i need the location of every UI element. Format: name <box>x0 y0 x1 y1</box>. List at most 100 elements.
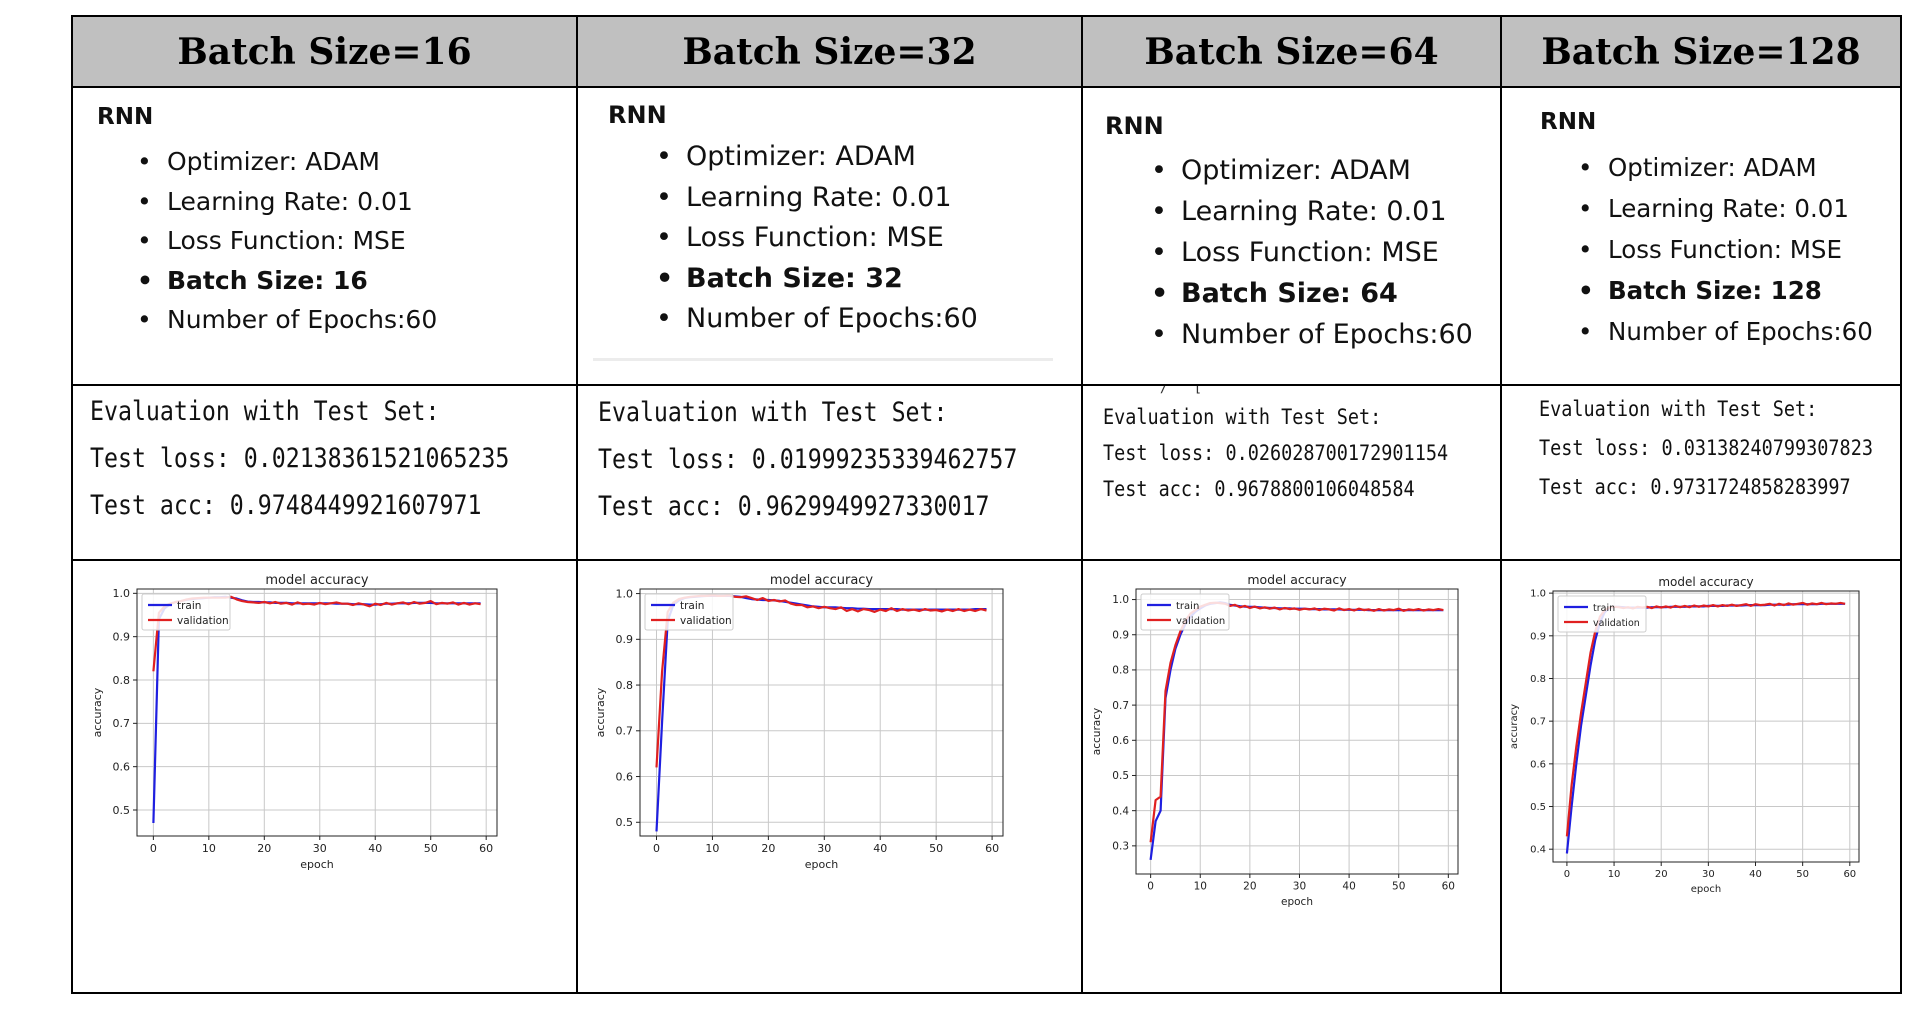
eval-test-acc: Test acc: 0.9748449921607971 <box>90 490 482 521</box>
x-tick-label: 30 <box>1293 881 1306 893</box>
param-list: Optimizer: ADAM Learning Rate: 0.01 Loss… <box>654 137 978 340</box>
x-tick-label: 20 <box>257 842 271 855</box>
train-legend-label: train <box>1176 601 1199 612</box>
params-cell-128: RNN Optimizer: ADAM Learning Rate: 0.01 … <box>1502 88 1902 386</box>
x-tick-label: 20 <box>1243 881 1256 893</box>
accuracy-chart-64: 0 10 20 30 40 50 60 0.3 0.4 0.5 0.6 0.7 0.8 0.9 1.0 mod… <box>1091 572 1459 908</box>
x-tick-label: 50 <box>1796 869 1809 880</box>
x-tick-label: 40 <box>1342 881 1355 893</box>
y-tick-label: 0.5 <box>113 804 131 817</box>
x-axis-label: epoch <box>1691 884 1721 895</box>
x-axis-label: epoch <box>1281 896 1313 908</box>
y-tick-label: 0.9 <box>1530 631 1546 642</box>
validation-legend-label: validation <box>680 615 732 627</box>
eval-test-loss: Test loss: 0.02138361521065235 <box>90 443 510 474</box>
param-epochs: Number of Epochs:60 <box>654 299 978 340</box>
x-tick-label: 60 <box>1843 869 1856 880</box>
x-tick-label: 40 <box>368 842 382 855</box>
y-tick-label: 0.9 <box>1112 629 1129 641</box>
eval-title: Evaluation with Test Set: <box>1103 405 1382 430</box>
y-tick-label: 0.8 <box>1530 674 1546 685</box>
y-tick-label: 1.0 <box>1530 589 1546 600</box>
param-optimizer: Optimizer: ADAM <box>135 142 437 182</box>
y-axis-label: accuracy <box>1509 704 1520 749</box>
legend: train validation <box>1140 593 1230 631</box>
eval-output: Evaluation with Test Set: Test loss: 0.0… <box>90 388 509 529</box>
train-line <box>152 595 481 824</box>
y-axis-label: accuracy <box>91 687 104 737</box>
x-tick-label: 50 <box>1392 881 1405 893</box>
x-tick-label: 10 <box>1194 881 1207 893</box>
param-learning-rate: Learning Rate: 0.01 <box>1149 191 1473 232</box>
results-table: Batch Size=16 Batch Size=32 Batch Size=6… <box>71 15 1902 994</box>
y-axis-label: accuracy <box>1091 708 1103 755</box>
plot-frame <box>639 588 1004 837</box>
x-tick-label: 60 <box>985 842 999 855</box>
param-optimizer: Optimizer: ADAM <box>1576 147 1873 188</box>
eval-test-loss: Test loss: 0.01999235339462757 <box>598 444 1018 475</box>
param-list: Optimizer: ADAM Learning Rate: 0.01 Loss… <box>1149 150 1473 355</box>
x-axis-label: epoch <box>300 858 334 871</box>
validation-legend-label: validation <box>177 615 229 627</box>
eval-row: Evaluation with Test Set: Test loss: 0.0… <box>73 386 1902 561</box>
eval-test-loss: Test loss: 0.03138240799307823 <box>1539 436 1873 461</box>
validation-legend-label: validation <box>1176 616 1225 627</box>
param-batch-size: Batch Size: 128 <box>1576 270 1873 311</box>
y-tick-label: 0.7 <box>1112 700 1129 712</box>
param-batch-size: Batch Size: 32 <box>654 259 978 300</box>
x-tick-label: 0 <box>150 842 157 855</box>
x-tick-label: 10 <box>1608 869 1621 880</box>
param-epochs: Number of Epochs:60 <box>135 300 437 340</box>
x-tick-label: 0 <box>653 842 660 855</box>
eval-test-acc: Test acc: 0.9678800106048584 <box>1103 477 1415 502</box>
x-tick-label: 20 <box>1655 869 1668 880</box>
params-row: RNN Optimizer: ADAM Learning Rate: 0.01 … <box>73 88 1902 386</box>
y-tick-label: 0.9 <box>616 633 634 646</box>
eval-title: Evaluation with Test Set: <box>90 396 440 427</box>
param-loss-function: Loss Function: MSE <box>1576 229 1873 270</box>
y-tick-label: 1.0 <box>616 587 634 600</box>
eval-output: Evaluation with Test Set: Test loss: 0.0… <box>1539 390 1873 507</box>
param-learning-rate: Learning Rate: 0.01 <box>135 182 437 222</box>
eval-cell-16: Evaluation with Test Set: Test loss: 0.0… <box>73 386 578 561</box>
train-line <box>655 594 987 832</box>
train-line <box>1565 602 1846 854</box>
plot-cell-64: 0 10 20 30 40 50 60 0.3 0.4 0.5 0.6 0.7 0.8 0.9 1.0 mod… <box>1083 561 1502 994</box>
accuracy-chart-32: 0 10 20 30 40 50 60 0.5 0.6 0.7 0.8 0.9 1.0 model acc… <box>594 573 1004 871</box>
legend: train validation <box>1557 595 1647 633</box>
plot-frame <box>136 588 498 837</box>
params-cell-32: RNN Optimizer: ADAM Learning Rate: 0.01 … <box>578 88 1083 386</box>
y-tick-label: 0.4 <box>1530 845 1546 856</box>
header-batch-128: Batch Size=128 <box>1502 17 1902 88</box>
y-tick-label: 0.6 <box>1530 759 1546 770</box>
eval-cell-64: ‾‾/‾‾ [ Evaluation with Test Set: Test l… <box>1083 386 1502 561</box>
train-line <box>1149 601 1444 861</box>
chart-title: model accuracy <box>1658 575 1753 589</box>
validation-line <box>1565 601 1846 837</box>
y-tick-label: 0.5 <box>616 816 634 829</box>
header-batch-32: Batch Size=32 <box>578 17 1083 88</box>
plot-frame <box>1552 590 1860 863</box>
param-list: Optimizer: ADAM Learning Rate: 0.01 Loss… <box>135 142 437 340</box>
accuracy-chart-16: 0 10 20 30 40 50 60 0.5 0.6 0.7 0.8 0.9 1.0 model acc… <box>91 573 498 871</box>
x-tick-label: 0 <box>1147 881 1154 893</box>
clipped-output-line: ‾‾/‾‾ [ <box>1143 386 1203 396</box>
params-cell-64: RNN Optimizer: ADAM Learning Rate: 0.01 … <box>1083 88 1502 386</box>
eval-title: Evaluation with Test Set: <box>1539 397 1818 422</box>
plot-cell-32: 0 10 20 30 40 50 60 0.5 0.6 0.7 0.8 0.9 1.0 model acc… <box>578 561 1083 994</box>
chart-title: model accuracy <box>1247 572 1347 587</box>
param-optimizer: Optimizer: ADAM <box>654 137 978 178</box>
param-loss-function: Loss Function: MSE <box>1149 232 1473 273</box>
y-tick-label: 1.0 <box>113 587 131 600</box>
train-legend-label: train <box>1593 603 1615 614</box>
y-axis-label: accuracy <box>594 687 607 737</box>
param-epochs: Number of Epochs:60 <box>1576 311 1873 352</box>
chart-title: model accuracy <box>770 573 874 588</box>
param-optimizer: Optimizer: ADAM <box>1149 150 1473 191</box>
model-label: RNN <box>97 104 154 130</box>
eval-test-acc: Test acc: 0.9731724858283997 <box>1539 475 1851 500</box>
y-tick-label: 0.8 <box>616 679 634 692</box>
x-tick-label: 50 <box>424 842 438 855</box>
x-tick-label: 10 <box>705 842 719 855</box>
x-tick-label: 30 <box>1702 869 1715 880</box>
